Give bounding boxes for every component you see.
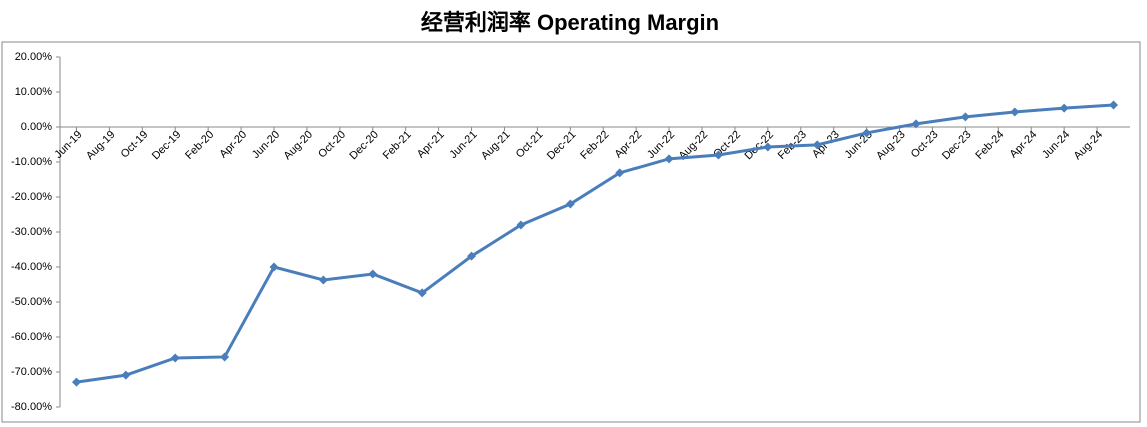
marker xyxy=(763,142,773,152)
x-tick-label: Feb-24 xyxy=(973,129,1006,162)
y-tick-label: 10.00% xyxy=(15,86,53,98)
marker xyxy=(1109,100,1119,110)
marker xyxy=(1010,107,1020,117)
marker xyxy=(269,262,279,272)
x-tick-label: Aug-19 xyxy=(84,129,118,163)
marker xyxy=(1059,103,1069,113)
chart-title: 经营利润率 Operating Margin xyxy=(421,10,719,35)
y-tick-label: -60.00% xyxy=(11,331,52,343)
marker xyxy=(318,275,328,285)
marker xyxy=(516,220,526,230)
marker xyxy=(960,112,970,122)
x-tick-label: Jun-19 xyxy=(52,129,84,161)
x-tick-label: Apr-20 xyxy=(217,129,249,161)
x-tick-label: Aug-23 xyxy=(874,129,908,163)
plot-border xyxy=(1,41,1141,423)
x-tick-label: Oct-21 xyxy=(514,129,546,161)
y-tick-label: 0.00% xyxy=(21,121,52,133)
x-tick-label: Aug-20 xyxy=(282,129,316,163)
marker xyxy=(862,128,872,138)
x-tick-label: Aug-21 xyxy=(479,129,513,163)
x-tick-label: Aug-24 xyxy=(1072,129,1106,163)
x-tick-label: Feb-22 xyxy=(578,129,611,162)
marker xyxy=(467,251,477,261)
x-tick-label: Feb-21 xyxy=(381,129,414,162)
x-tick-label: Jun-21 xyxy=(447,129,479,161)
marker xyxy=(664,154,674,164)
y-tick-label: -70.00% xyxy=(11,366,52,378)
marker xyxy=(417,288,427,298)
line xyxy=(76,103,1114,384)
x-tick-label: Oct-19 xyxy=(119,129,151,161)
y-tick-label: -40.00% xyxy=(11,261,52,273)
marker xyxy=(565,199,575,209)
marker xyxy=(615,168,625,178)
marker xyxy=(812,140,822,150)
x-tick-label: Dec-23 xyxy=(940,129,974,163)
x-tick-label: Apr-21 xyxy=(415,129,447,161)
y-tick-label: -80.00% xyxy=(11,401,52,413)
x-tick-label: Jun-20 xyxy=(250,129,282,161)
marker xyxy=(220,352,230,362)
x-tick-label: Jun-24 xyxy=(1040,129,1072,161)
x-tick-label: Dec-19 xyxy=(150,129,184,163)
x-tick-label: Oct-23 xyxy=(909,129,941,161)
marker xyxy=(911,119,921,129)
x-tick-label: Apr-22 xyxy=(612,129,644,161)
marker xyxy=(71,377,81,387)
y-tick-label: -10.00% xyxy=(11,156,52,168)
x-tick-label: Apr-24 xyxy=(1008,129,1040,161)
y-tick-label: 20.00% xyxy=(15,51,53,63)
y-tick-label: -20.00% xyxy=(11,191,52,203)
marker xyxy=(713,150,723,160)
x-tick-label: Feb-20 xyxy=(183,129,216,162)
x-tick-label: Oct-20 xyxy=(316,129,348,161)
marker xyxy=(121,370,131,380)
marker xyxy=(170,353,180,363)
x-tick-label: Dec-21 xyxy=(545,129,579,163)
x-tick-label: Dec-20 xyxy=(347,129,381,163)
y-tick-label: -30.00% xyxy=(11,226,52,238)
y-tick-label: -50.00% xyxy=(11,296,52,308)
marker xyxy=(368,269,378,279)
x-tick-label: Jun-22 xyxy=(645,129,677,161)
